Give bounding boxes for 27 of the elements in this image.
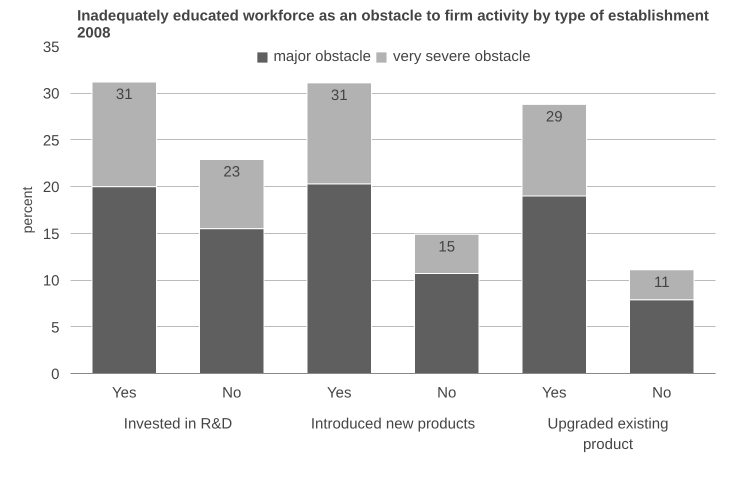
- y-tick-label: 35: [42, 39, 60, 56]
- y-tick-label: 10: [42, 272, 60, 290]
- y-tick-label: 5: [51, 319, 60, 336]
- x-tick-label: Yes: [327, 384, 352, 402]
- y-tick-label: 30: [42, 86, 60, 103]
- legend-label: very severe obstacle: [392, 48, 531, 65]
- chart-title: Inadequately educated workforce as an obstacle to firm activity by type of establishment 2008: [77, 8, 709, 42]
- x-tick-label: No: [222, 384, 242, 402]
- text: Introduced new products: [310, 416, 476, 432]
- x-tick-label: Yes: [542, 384, 566, 402]
- total-label: 29: [546, 108, 563, 126]
- total-label: 23: [223, 164, 240, 181]
- text: Invested in R&D: [124, 416, 232, 432]
- y-axis-title: percent: [18, 186, 35, 234]
- total-label: 11: [654, 274, 670, 291]
- total-label: 15: [438, 238, 456, 256]
- x-tick-label: Yes: [112, 384, 136, 402]
- y-tick-label: 25: [42, 132, 60, 150]
- total-label: 31: [330, 86, 348, 104]
- y-tick-label: 0: [51, 366, 60, 383]
- legend-label: major obstacle: [273, 48, 371, 65]
- total-label: 31: [116, 86, 133, 104]
- x-tick-label: No: [437, 384, 456, 402]
- y-tick-label: 15: [42, 226, 60, 243]
- text: Upgraded existing product: [548, 416, 668, 453]
- x-tick-label: No: [652, 384, 672, 402]
- y-tick-label: 20: [42, 179, 60, 196]
